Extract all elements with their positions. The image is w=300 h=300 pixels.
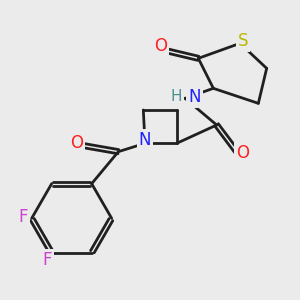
Text: O: O (236, 144, 249, 162)
Text: N: N (139, 131, 151, 149)
Text: F: F (42, 251, 52, 269)
Text: O: O (154, 38, 167, 56)
Text: F: F (19, 208, 28, 226)
Text: S: S (238, 32, 248, 50)
Text: O: O (70, 134, 83, 152)
Text: H: H (170, 89, 182, 104)
Text: N: N (188, 88, 200, 106)
